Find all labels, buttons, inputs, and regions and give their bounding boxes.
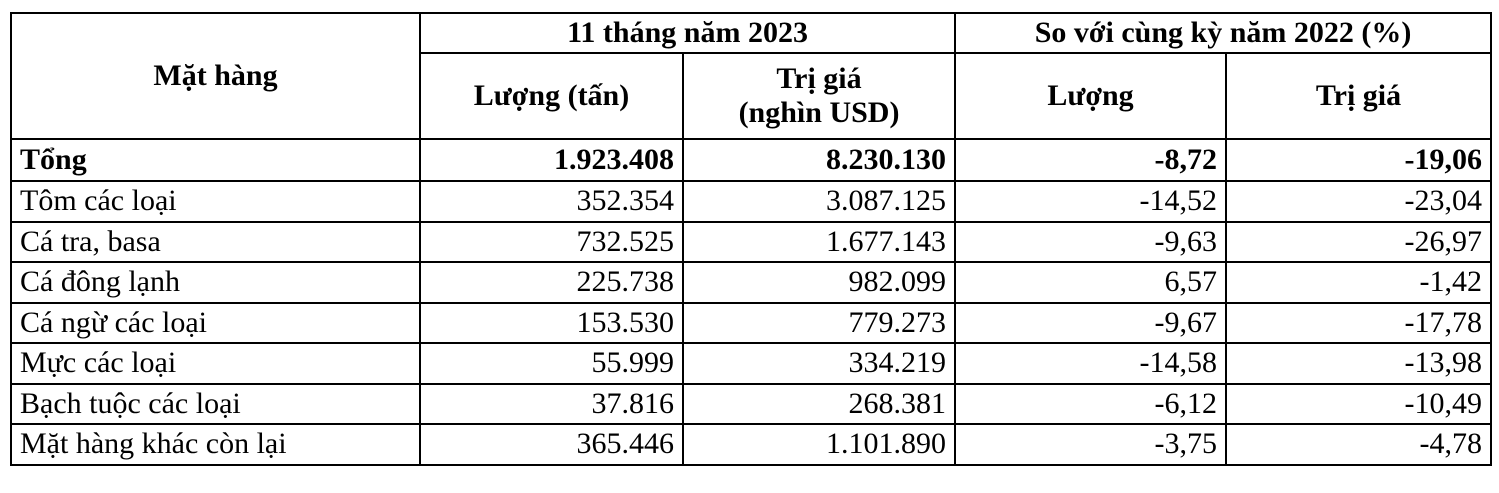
table-row: Cá đông lạnh 225.738 982.099 6,57 -1,42	[10, 261, 1493, 304]
value-cell: 6,57	[954, 261, 1228, 304]
value-cell: -23,04	[1225, 180, 1493, 223]
table-row: Mặt hàng khác còn lại 365.446 1.101.890 -3,…	[10, 423, 1493, 466]
header-cell: So với cùng kỳ năm 2022 (%)	[954, 12, 1493, 54]
value-cell: 268.381	[681, 382, 957, 425]
value-cell: 3.087.125	[681, 180, 957, 223]
value-cell: 732.525	[419, 220, 684, 263]
value-cell: 8.230.130	[681, 138, 957, 182]
header-row: Mặt hàng 11 tháng năm 2023 So với cùng k…	[10, 12, 1493, 140]
header-cell: Lượng (tấn)	[419, 52, 684, 140]
item-cell: Cá ngừ các loại	[10, 301, 421, 344]
value-cell: -17,78	[1225, 301, 1493, 344]
value-cell: -8,72	[954, 138, 1228, 182]
value-cell: -14,58	[954, 342, 1228, 385]
value-cell: 225.738	[419, 261, 684, 304]
header-cell: Trị giá	[1225, 52, 1493, 140]
value-cell: 982.099	[681, 261, 957, 304]
item-cell: Mặt hàng khác còn lại	[10, 423, 421, 466]
item-cell: Tôm các loại	[10, 180, 421, 223]
value-cell: 1.677.143	[681, 220, 957, 263]
value-cell: 334.219	[681, 342, 957, 385]
value-cell: -3,75	[954, 423, 1228, 466]
value-cell: -1,42	[1225, 261, 1493, 304]
header-cell: Mặt hàng	[10, 12, 421, 140]
value-cell: 779.273	[681, 301, 957, 344]
item-cell: Cá đông lạnh	[10, 261, 421, 304]
value-cell: -6,12	[954, 382, 1228, 425]
value-cell: -19,06	[1225, 138, 1493, 182]
header-cell: 11 tháng năm 2023	[418, 12, 957, 54]
table-row: Mực các loại 55.999 334.219 -14,58 -13,98	[10, 342, 1493, 385]
value-cell: -26,97	[1225, 220, 1493, 263]
value-cell: -10,49	[1225, 382, 1493, 425]
table-row: Tổng 1.923.408 8.230.130 -8,72 -19,06	[10, 138, 1493, 182]
header-cell: Lượng	[954, 52, 1228, 140]
item-cell: Cá tra, basa	[10, 220, 421, 263]
item-cell: Mực các loại	[10, 342, 421, 385]
value-cell: 153.530	[419, 301, 684, 344]
value-cell: -14,52	[954, 180, 1228, 223]
table-header: Mặt hàng 11 tháng năm 2023 So với cùng k…	[10, 12, 1493, 140]
item-cell: Tổng	[10, 138, 421, 182]
value-cell: -4,78	[1225, 423, 1493, 466]
value-cell: -9,63	[954, 220, 1228, 263]
table-body: Tổng 1.923.408 8.230.130 -8,72 -19,06 Tôm các…	[10, 138, 1493, 466]
header-cell: Trị giá (nghìn USD)	[681, 52, 957, 140]
value-cell: -9,67	[954, 301, 1228, 344]
header-row: Lượng (tấn) Trị giá (nghìn USD) Lượng Tr…	[11, 52, 1493, 140]
value-cell: 37.816	[419, 382, 684, 425]
table-row: Cá tra, basa 732.525 1.677.143 -9,63 -26,97	[10, 220, 1493, 263]
value-cell: 1.923.408	[419, 138, 684, 182]
value-cell: 1.101.890	[681, 423, 957, 466]
value-cell: 365.446	[419, 423, 684, 466]
table-row: Tôm các loại 352.354 3.087.125 -14,52 -23,04	[10, 180, 1493, 223]
table-row: Cá ngừ các loại 153.530 779.273 -9,67 -17,78	[10, 301, 1493, 344]
value-cell: 352.354	[419, 180, 684, 223]
value-cell: 55.999	[419, 342, 684, 385]
item-cell: Bạch tuộc các loại	[10, 382, 421, 425]
table-row: Bạch tuộc các loại 37.816 268.381 -6,12 -10,…	[10, 382, 1493, 425]
value-cell: -13,98	[1225, 342, 1493, 385]
data-table: Mặt hàng 11 tháng năm 2023 So với cùng k…	[10, 12, 1493, 466]
